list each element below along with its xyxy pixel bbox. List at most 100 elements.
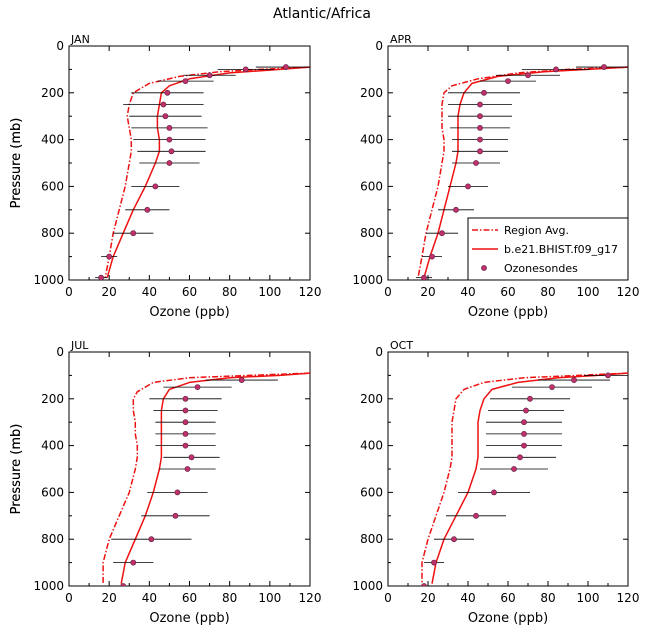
ozonesonde-point — [168, 148, 175, 155]
model-line — [431, 372, 628, 584]
plot-area — [416, 372, 628, 586]
x-tick-label: 40 — [460, 285, 475, 299]
plot-area — [416, 64, 628, 280]
ozonesonde-point — [182, 395, 189, 402]
y-tick-label: 0 — [375, 39, 383, 53]
ozonesonde-point — [511, 466, 517, 472]
x-tick-label: 40 — [460, 591, 475, 605]
ozonesonde-point — [148, 536, 155, 543]
ozonesonde-point — [451, 536, 457, 543]
x-tick-label: 120 — [617, 285, 640, 299]
x-tick-label: 20 — [420, 591, 435, 605]
x-tick-label: 40 — [142, 285, 157, 299]
ozonesonde-point — [184, 466, 191, 472]
plot-area — [95, 64, 310, 280]
ozonesonde-point — [194, 384, 201, 390]
x-tick-label: 120 — [299, 285, 322, 299]
y-tick-label: 0 — [56, 345, 64, 359]
x-tick-label: 20 — [102, 591, 117, 605]
ozonesonde-point — [188, 454, 195, 461]
panel-label: JAN — [70, 33, 90, 46]
y-tick-label: 1000 — [33, 579, 64, 593]
x-tick-label: 80 — [222, 591, 237, 605]
ozonesonde-point — [106, 253, 113, 260]
x-tick-label: 0 — [384, 591, 392, 605]
ozonesonde-point — [491, 489, 497, 496]
y-tick-label: 800 — [360, 532, 383, 546]
x-tick-label: 100 — [258, 285, 281, 299]
ozonesonde-point — [429, 253, 435, 260]
ozonesonde-point — [162, 113, 169, 120]
ozonesonde-point — [453, 206, 459, 213]
ozonesonde-point — [521, 430, 527, 437]
region-avg-line — [421, 372, 628, 584]
y-axis-label: Pressure (mb) — [9, 118, 24, 209]
panel-label: OCT — [390, 339, 413, 352]
x-tick-label: 120 — [299, 591, 322, 605]
x-tick-label: 20 — [102, 285, 117, 299]
ozonesonde-point — [144, 206, 151, 213]
y-tick-label: 600 — [41, 179, 64, 193]
ozonesonde-point — [465, 183, 471, 190]
legend-marker-swatch — [481, 265, 487, 271]
ozonesonde-point — [130, 230, 137, 237]
y-tick-label: 200 — [41, 86, 64, 100]
panel-oct: 0 20 40 60 80 100 120 0 200 400 600 800 1000 Ozone (p… — [9, 339, 639, 626]
ozonesonde-point — [174, 489, 181, 496]
plot-area — [102, 372, 310, 586]
panel-label: JUL — [70, 339, 89, 352]
ozonesonde-point — [166, 125, 173, 131]
x-tick-label: 0 — [65, 285, 73, 299]
ozonesonde-point — [206, 72, 213, 79]
ozonesonde-point — [421, 274, 427, 280]
ozonesonde-point — [242, 66, 249, 73]
panel-jul: 0 20 40 60 80 100 120 0 200 400 600 800 1000 Ozone (p… — [9, 339, 321, 626]
legend-label: b.e21.BHIST.f09_g17 — [504, 243, 618, 256]
y-tick-label: 400 — [41, 439, 64, 453]
ozonesonde-point — [98, 274, 105, 280]
x-tick-label: 60 — [182, 285, 197, 299]
ozonesonde-point — [421, 583, 427, 586]
y-tick-label: 800 — [41, 532, 64, 546]
legend: Region Avg. b.e21.BHIST.f09_g17 Ozonesonde… — [467, 217, 629, 281]
y-axis-label: Pressure (mb) — [9, 424, 24, 515]
y-axis-label: Pressure (mb) — [9, 424, 24, 515]
y-tick-label: 600 — [360, 485, 383, 499]
ozonesonde-point — [164, 89, 171, 96]
x-axis-label: Ozone (ppb) — [149, 611, 229, 626]
y-tick-label: 600 — [360, 179, 383, 193]
ozonesonde-point — [549, 384, 555, 390]
x-tick-label: 60 — [500, 591, 515, 605]
y-tick-label: 800 — [360, 226, 383, 240]
model-line — [106, 66, 310, 278]
x-axis-label: Ozone (ppb) — [468, 611, 548, 626]
ozonesonde-point — [130, 559, 137, 566]
ozonesonde-point — [477, 148, 483, 155]
ozonesonde-point — [571, 377, 577, 383]
ozonesonde-point — [481, 89, 487, 96]
x-tick-label: 80 — [540, 591, 555, 605]
ozonesonde-point — [182, 442, 189, 449]
x-tick-label: 20 — [420, 285, 435, 299]
ozonesonde-point — [431, 559, 437, 566]
ozonesonde-point — [553, 66, 559, 73]
ozonesonde-point — [477, 125, 483, 131]
y-tick-label: 400 — [360, 133, 383, 147]
legend-label: Ozonesondes — [504, 262, 578, 275]
ozonesonde-point — [505, 78, 511, 84]
ozonesonde-point — [527, 395, 533, 402]
x-tick-label: 100 — [258, 591, 281, 605]
ozonesonde-point — [477, 113, 483, 120]
region-avg-line — [104, 66, 310, 278]
ozonesonde-point — [477, 101, 483, 108]
y-tick-label: 200 — [360, 392, 383, 406]
region-avg-line — [417, 66, 628, 278]
ozonesonde-point — [601, 64, 607, 70]
ozonesonde-point — [605, 372, 611, 379]
ozonesonde-point — [523, 407, 529, 414]
ozonesonde-point — [473, 160, 479, 166]
x-tick-label: 60 — [500, 285, 515, 299]
ozonesonde-point — [172, 512, 179, 519]
